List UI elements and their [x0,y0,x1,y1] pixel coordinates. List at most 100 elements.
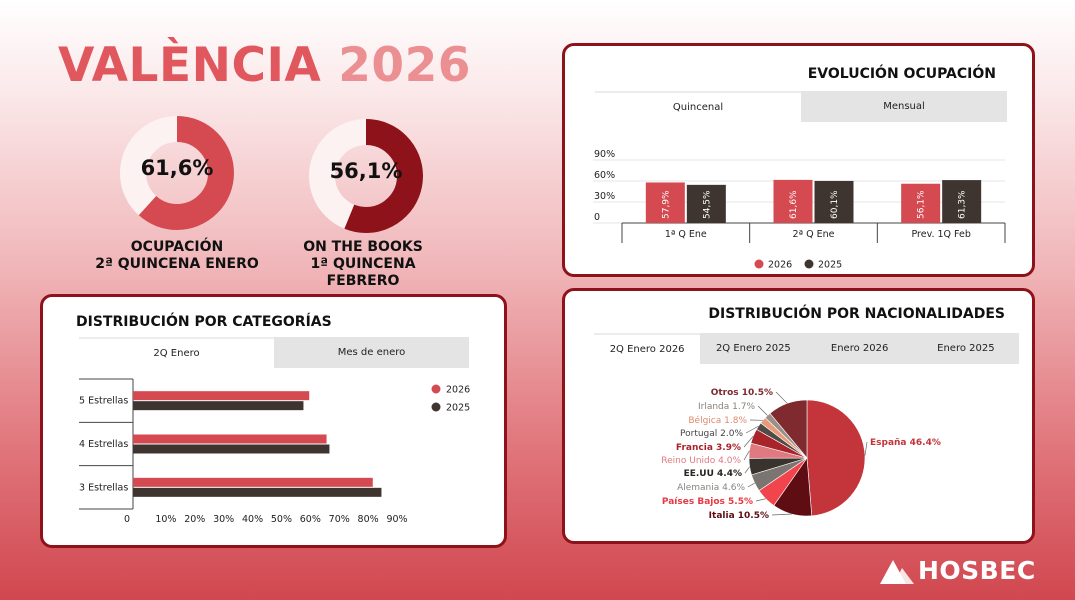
pie-data-label: Francia 3.9% [676,443,741,453]
legend-marker-2026 [754,259,764,269]
card-title: DISTRIBUCIÓN POR CATEGORÍAS [76,314,332,330]
pie-leader-line [757,405,768,416]
chart-categorias: 5 Estrellas 4 Estrellas 3 Estrellas 0 10% 20%… [79,378,470,525]
legend-marker-2026 [431,384,441,394]
tab-enero-2025[interactable]: Enero 2025 [937,343,995,354]
brand-name: HOSBEC [918,556,1036,585]
tab-2q-enero-2026[interactable]: 2Q Enero 2026 [594,333,701,364]
bar-data-label: 61,6% [789,190,799,219]
hosbec-mountain-icon [880,559,914,584]
kpi-label-ocupacion: OCUPACIÓN 2ª QUINCENA ENERO [87,239,267,273]
tab-mes-enero[interactable]: Mes de enero [337,347,406,358]
legend-label: 2026 [446,385,470,396]
kpi-label-line1: ON THE BOOKS [303,239,423,255]
legend-label: 2026 [768,260,792,271]
bar-2026 [773,179,813,223]
legend-label: 2025 [818,260,842,271]
pie-leader-line [775,391,788,404]
x-tick-label: 1ª Q Ene [665,229,707,240]
donut-fill [120,116,234,230]
donut-ring-on-the-books [309,119,423,233]
x-tick-label: 60% [300,514,321,525]
bar-data-label: 61,3% [958,190,968,219]
tab-2q-enero-2025[interactable]: 2Q Enero 2025 [715,343,791,354]
x-tick-label: Prev. 1Q Feb [911,229,970,240]
legend-marker-2025 [431,402,441,412]
pie-data-label: Italia 10.5% [709,511,769,521]
x-tick-label: 90% [386,514,407,525]
tabs-nacionalidades: 2Q Enero 2026 2Q Enero 2025 Enero 2026 E… [594,333,1019,364]
pie-slice-otros [769,399,808,459]
title-city: VALÈNCIA [58,38,322,93]
pie-leader-line [743,435,754,448]
x-tick-label: 10% [155,514,176,525]
pie-data-label: Reino Unido 4.0% [661,456,741,466]
kpi-label-line2: 1ª QUINCENA FEBRERO [310,256,416,289]
pie-leader-line [743,450,750,461]
page-title: VALÈNCIA 2026 [58,38,471,93]
bar-2026 [133,434,327,444]
pie-data-label: EE.UU 4.4% [684,469,742,479]
bar-data-label: 54,5% [702,190,712,219]
kpi-label-line2: 2ª QUINCENA ENERO [95,256,259,272]
y-tick-label: 4 Estrellas [79,439,128,450]
x-tick-label: 2ª Q Ene [793,229,835,240]
pie-leader-line [864,441,868,456]
pie-slice-espa-a [806,399,866,517]
pie-leader-line [755,498,766,502]
bar-2026 [901,183,941,223]
donut-fill [309,119,423,233]
tab-quincenal[interactable]: Quincenal [595,91,801,122]
kpi-donut-ocupacion: 61,6% [118,114,236,232]
x-tick-label: 0 [124,514,130,525]
x-tick-label: 30% [213,514,234,525]
bar-data-label: 60,1% [830,190,840,219]
tab-enero-2026[interactable]: Enero 2026 [830,343,889,354]
bar-2026 [645,182,685,223]
pie-data-label: Otros 10.5% [711,388,773,398]
y-tick-label: 0 [594,212,600,223]
bar-2025 [942,180,982,223]
pie-leader-line [744,466,750,474]
bar-2025 [686,184,726,223]
bar-2025 [814,180,854,223]
pie-data-label: España 46.4% [870,438,941,448]
title-year: 2026 [338,38,471,93]
kpi-value: 56,1% [329,159,403,183]
x-tick-label: 20% [184,514,205,525]
pie-data-label: Países Bajos 5.5% [662,497,753,507]
pie-data-label: Bélgica 1.8% [688,415,747,426]
bar-2025 [133,444,330,454]
y-tick-label: 5 Estrellas [79,396,128,407]
x-tick-label: 40% [242,514,263,525]
legend-label: 2025 [446,403,470,414]
card-distribucion-nacionalidades: DISTRIBUCIÓN POR NACIONALIDADES 2Q Enero… [562,288,1035,544]
bar-data-label: 56,1% [917,190,927,219]
y-tick-label: 3 Estrellas [79,482,128,493]
kpi-label-line1: OCUPACIÓN [130,239,224,255]
x-tick-label: 80% [358,514,379,525]
pie-leader-line [771,513,792,516]
y-tick-label: 30% [594,191,615,202]
bar-2026 [133,477,373,487]
chart-evolucion: 0 30% 60% 90% 1ª Q Ene 57,9% 54,5% 2ª Q Ene 61,6… [593,149,1006,271]
kpi-value: 61,6% [140,156,214,180]
bar-2025 [133,401,304,411]
y-tick-label: 60% [594,170,615,181]
pie-leader-line [747,482,755,488]
donut-ring-ocupacion [120,116,234,230]
card-title: EVOLUCIÓN OCUPACIÓN [807,66,996,82]
brand-logo: HOSBEC [880,556,1036,585]
chart-nacionalidades: España 46.4% Italia 10.5% Países Bajos 5.5… [661,388,941,521]
tabs-categorias: 2Q Enero Mes de enero [79,337,469,368]
legend-marker-2025 [804,259,814,269]
tab-mensual[interactable]: Mensual [883,101,925,112]
kpi-donut-on-the-books: 56,1% [307,117,425,235]
bar-2026 [133,391,310,401]
pie-leader-line [745,425,759,434]
y-tick-label: 90% [594,149,615,160]
x-tick-label: 70% [329,514,350,525]
tab-2q-enero[interactable]: 2Q Enero [79,337,274,368]
bar-2025 [133,487,382,497]
tabs-evolucion: Quincenal Mensual [595,91,1007,122]
